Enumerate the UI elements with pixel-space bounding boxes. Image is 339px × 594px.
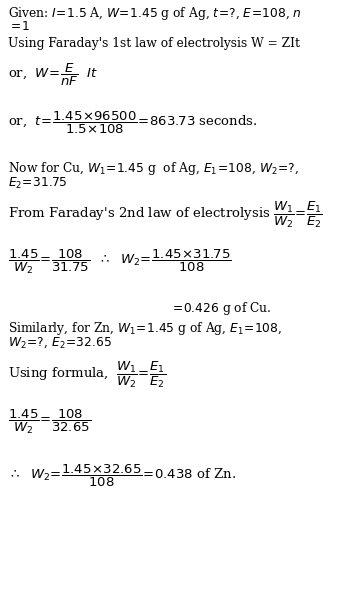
Text: or,  $t\!=\!\dfrac{1.45\!\times\!96500}{1.5\!\times\!108}\!=\!863.73$ seconds.: or, $t\!=\!\dfrac{1.45\!\times\!96500}{1…: [8, 110, 258, 136]
Text: Given: $I\!=\!1.5$ A, $W\!=\!1.45$ g of Ag, $t\!=\!?$, $E\!=\!108$, $n$: Given: $I\!=\!1.5$ A, $W\!=\!1.45$ g of …: [8, 5, 302, 22]
Text: $\therefore$  $W_2\!=\!\dfrac{1.45\!\times\!32.65}{108}\!=\!0.438$ of Zn.: $\therefore$ $W_2\!=\!\dfrac{1.45\!\time…: [8, 463, 236, 489]
Text: $\dfrac{1.45}{W_2}\!=\!\dfrac{108}{31.75}$  $\therefore$  $W_2\!=\!\dfrac{1.45\!: $\dfrac{1.45}{W_2}\!=\!\dfrac{108}{31.75…: [8, 248, 232, 276]
Text: or,  $W\!=\!\dfrac{E}{nF}$  $It$: or, $W\!=\!\dfrac{E}{nF}$ $It$: [8, 62, 98, 88]
Text: Using formula,  $\dfrac{W_1}{W_2}\!=\!\dfrac{E_1}{E_2}$: Using formula, $\dfrac{W_1}{W_2}\!=\!\df…: [8, 360, 166, 390]
Text: Now for Cu, $W_1\!=\!1.45$ g  of Ag, $E_1\!=\!108$, $W_2\!=\!?$,: Now for Cu, $W_1\!=\!1.45$ g of Ag, $E_1…: [8, 160, 299, 177]
Text: From Faraday's 2nd law of electrolysis $\dfrac{W_1}{W_2}\!=\!\dfrac{E_1}{E_2}$: From Faraday's 2nd law of electrolysis $…: [8, 200, 323, 230]
Text: Using Faraday's 1st law of electrolysis W = ZIt: Using Faraday's 1st law of electrolysis …: [8, 37, 300, 50]
Text: Similarly, for Zn, $W_1\!=\!1.45$ g of Ag, $E_1\!=\!108$,: Similarly, for Zn, $W_1\!=\!1.45$ g of A…: [8, 320, 282, 337]
Text: $=\!1$: $=\!1$: [8, 20, 30, 33]
Text: $\dfrac{1.45}{W_2}\!=\!\dfrac{108}{32.65}$: $\dfrac{1.45}{W_2}\!=\!\dfrac{108}{32.65…: [8, 408, 91, 436]
Text: $=\!0.426$ g of Cu.: $=\!0.426$ g of Cu.: [170, 300, 272, 317]
Text: $E_2\!=\!31.75$: $E_2\!=\!31.75$: [8, 176, 68, 191]
Text: $W_2\!=\!?$, $E_2\!=\!32.65$: $W_2\!=\!?$, $E_2\!=\!32.65$: [8, 336, 112, 350]
